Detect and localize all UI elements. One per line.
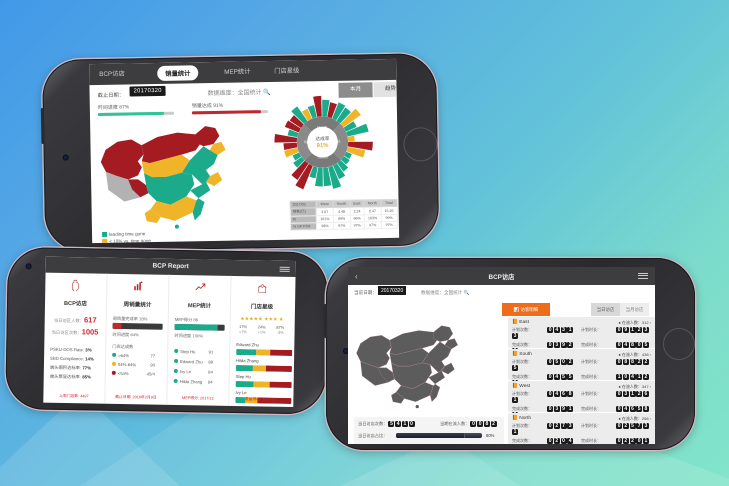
svg-text:91%: 91% [317,143,330,149]
